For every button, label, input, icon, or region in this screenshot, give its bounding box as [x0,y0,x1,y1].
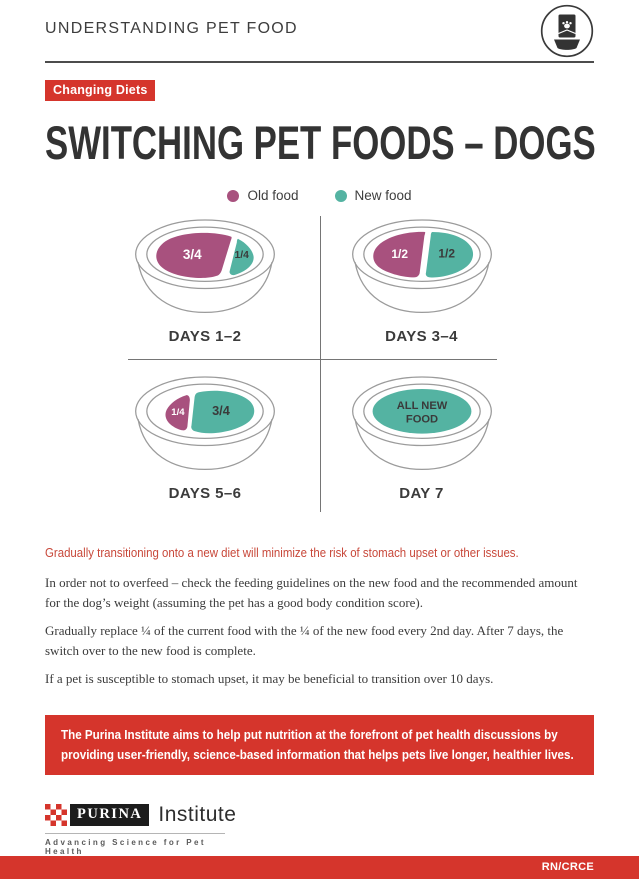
page-title: SWITCHING PET FOODS – DOGS [45,116,596,169]
footer-tagline: Advancing Science for Pet Health [45,832,225,856]
lead-sentence: Gradually transitioning onto a new diet … [45,545,519,560]
paragraph-replace-quarter: Gradually replace ¼ of the current food … [45,623,564,658]
bowl-cell-days-5-6: 1/4 3/4 DAYS 5–6 [45,361,320,512]
grid-vertical-divider [320,216,321,512]
paragraph-overfeed: In order not to overfeed – check the fee… [45,575,578,610]
header: UNDERSTANDING PET FOOD [45,0,594,58]
bowl-label-days-5-6: DAYS 5–6 [168,485,242,502]
bowl-label-days-1-2: DAYS 1–2 [168,328,242,345]
body-copy: In order not to overfeed – check the fee… [45,573,594,689]
old-food-swatch-icon [227,189,240,202]
bowl-days-1-2-icon: 3/4 1/4 [135,219,275,314]
legend-label-new-food: New food [354,188,412,203]
bowl-label-days-3-4: DAYS 3–4 [385,328,458,345]
paragraph-stomach-upset: If a pet is susceptible to stomach upset… [45,671,494,686]
fraction-new: 3/4 [212,403,231,418]
legend: Old food New food [45,188,594,203]
pet-food-bag-icon [540,4,594,58]
bowl-days-3-4-icon: 1/2 1/2 [351,219,492,314]
institute-wordmark: Institute [158,802,237,826]
fraction-new: 1/4 [234,250,249,261]
bowl-label-day-7: DAY 7 [399,485,444,502]
bowl-cell-day-7: ALL NEW FOOD DAY 7 [320,361,595,512]
fraction-old: 3/4 [183,247,202,262]
purina-institute-logo: PURINA Institute [45,803,594,827]
header-divider [45,61,594,63]
section-badge: Changing Diets [45,80,156,101]
grid-horizontal-divider [128,359,497,360]
bowl-cell-days-1-2: 3/4 1/4 DAYS 1–2 [45,210,320,361]
infographic-page: UNDERSTANDING PET FOOD Changing Diets SW… [45,0,596,856]
bottom-bar: RN/CRCE [0,856,639,879]
all-new-food-line-1: ALL NEW [396,400,447,412]
all-new-food-line-2: FOOD [405,413,437,425]
legend-label-old-food: Old food [247,188,299,203]
bowl-day-7-icon: ALL NEW FOOD [351,376,492,471]
purina-institute-banner: The Purina Institute aims to help put nu… [45,714,594,775]
purina-checkerboard-icon [45,803,67,826]
purina-wordmark: PURINA [70,803,150,826]
new-food-swatch-icon [334,189,347,202]
fraction-old: 1/2 [391,247,408,261]
transition-schedule-grid: 3/4 1/4 DAYS 1–2 1/2 1/2 [45,210,594,512]
grid-row-1: 3/4 1/4 DAYS 1–2 1/2 1/2 [45,210,594,361]
bowl-days-5-6-icon: 1/4 3/4 [135,376,275,471]
fraction-old: 1/4 [171,407,185,418]
banner-line-1: The Purina Institute aims to help put nu… [61,727,558,742]
grid-row-2: 1/4 3/4 DAYS 5–6 ALL NEW FOOD [45,361,594,512]
legend-item-old-food: Old food [227,188,299,203]
document-code: RN/CRCE [541,861,594,873]
legend-item-new-food: New food [334,188,412,203]
footer: PURINA Institute Advancing Science for P… [45,803,594,856]
banner-line-2: providing user-friendly, science-based i… [61,747,574,762]
bowl-cell-days-3-4: 1/2 1/2 DAYS 3–4 [320,210,595,361]
fraction-new: 1/2 [438,246,455,260]
page-kicker: UNDERSTANDING PET FOOD [45,20,298,37]
